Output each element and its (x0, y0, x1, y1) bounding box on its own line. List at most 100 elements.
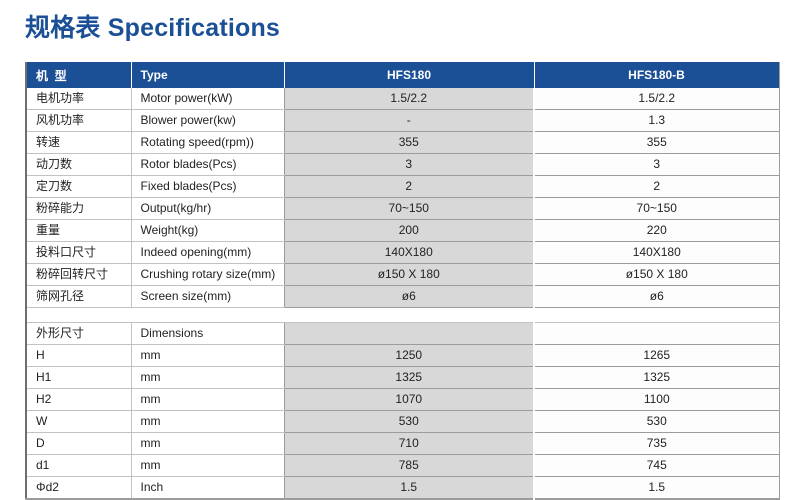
spec-label-en: Inch (131, 476, 285, 500)
value-hfs180: 140X180 (284, 241, 535, 264)
spacer-cell (26, 307, 779, 323)
value-hfs180: 1250 (284, 344, 535, 367)
spacer-row (26, 307, 779, 323)
spec-label-en: Motor power(kW) (131, 88, 285, 110)
value-hfs180: 1.5 (284, 476, 535, 500)
value-hfs180: 200 (284, 219, 535, 242)
table-row: Φd2 Inch 1.5 1.5 (26, 476, 779, 500)
table-body: 电机功率 Motor power(kW) 1.5/2.2 1.5/2.2 风机功率 Blo… (26, 88, 779, 500)
spec-label-en: Weight(kg) (131, 219, 285, 242)
value-hfs180b: 70~150 (534, 197, 779, 220)
spec-label-en: mm (131, 366, 285, 389)
column-header-hfs180: HFS180 (284, 62, 535, 88)
table-row: 转速 Rotating speed(rpm)) 355 355 (26, 131, 779, 154)
table-row: 外形尺寸 Dimensions (26, 322, 779, 345)
spec-label-en: Crushing rotary size(mm) (131, 263, 285, 286)
spec-label-cn: 重量 (26, 219, 132, 242)
table-row: d1 mm 785 745 (26, 454, 779, 477)
spec-label-cn: 外形尺寸 (26, 322, 132, 345)
spec-label-en: Dimensions (131, 322, 285, 345)
value-hfs180: 1.5/2.2 (284, 88, 535, 110)
spec-label-cn: H (26, 344, 132, 367)
value-hfs180: 2 (284, 175, 535, 198)
value-hfs180b: 355 (534, 131, 779, 154)
value-hfs180b: 1100 (534, 388, 779, 411)
table-row: 投料口尺寸 Indeed opening(mm) 140X180 140X180 (26, 241, 779, 264)
spec-label-en: Screen size(mm) (131, 285, 285, 308)
value-hfs180: - (284, 109, 535, 132)
value-hfs180: 355 (284, 131, 535, 154)
spec-label-cn: D (26, 432, 132, 455)
spec-label-cn: Φd2 (26, 476, 132, 500)
value-hfs180b: 1.5/2.2 (534, 88, 779, 110)
spec-label-cn: d1 (26, 454, 132, 477)
spec-label-en: mm (131, 388, 285, 411)
spec-label-cn: H2 (26, 388, 132, 411)
spec-label-en: mm (131, 344, 285, 367)
table-header: 机 型 Type HFS180 HFS180-B (26, 62, 779, 88)
table-row: H2 mm 1070 1100 (26, 388, 779, 411)
spec-label-cn: W (26, 410, 132, 433)
spec-label-en: mm (131, 454, 285, 477)
value-hfs180b: 2 (534, 175, 779, 198)
value-hfs180b: 1265 (534, 344, 779, 367)
spec-label-en: Rotating speed(rpm)) (131, 131, 285, 154)
spec-label-cn: 电机功率 (26, 88, 132, 110)
table-row: 重量 Weight(kg) 200 220 (26, 219, 779, 242)
spec-label-en: Output(kg/hr) (131, 197, 285, 220)
table-row: 风机功率 Blower power(kw) -1.3 (26, 109, 779, 132)
value-hfs180: 70~150 (284, 197, 535, 220)
value-hfs180: 1325 (284, 366, 535, 389)
value-hfs180b: 1.5 (534, 476, 779, 500)
table-row: 粉碎能力 Output(kg/hr) 70~150 70~150 (26, 197, 779, 220)
value-hfs180b: ø6 (534, 285, 779, 308)
value-hfs180b: 1325 (534, 366, 779, 389)
value-hfs180: ø6 (284, 285, 535, 308)
table-row: 电机功率 Motor power(kW) 1.5/2.2 1.5/2.2 (26, 88, 779, 110)
spec-label-en: Rotor blades(Pcs) (131, 153, 285, 176)
value-hfs180b: 530 (534, 410, 779, 433)
value-hfs180b: ø150 X 180 (534, 263, 779, 286)
spec-label-cn: 定刀数 (26, 175, 132, 198)
header-row: 机 型 Type HFS180 HFS180-B (26, 62, 779, 88)
value-hfs180 (284, 322, 535, 345)
table-row: 筛网孔径 Screen size(mm) ø6 ø6 (26, 285, 779, 308)
value-hfs180: 3 (284, 153, 535, 176)
spec-label-cn: 转速 (26, 131, 132, 154)
value-hfs180: 1070 (284, 388, 535, 411)
table-row: 定刀数 Fixed blades(Pcs) 2 2 (26, 175, 779, 198)
value-hfs180: 785 (284, 454, 535, 477)
spec-label-cn: 动刀数 (26, 153, 132, 176)
spec-label-cn: 粉碎回转尺寸 (26, 263, 132, 286)
table-row: H1 mm 1325 1325 (26, 366, 779, 389)
value-hfs180b: 745 (534, 454, 779, 477)
table-row: 动刀数 Rotor blades(Pcs) 3 3 (26, 153, 779, 176)
value-hfs180b (534, 322, 779, 345)
spec-label-en: Fixed blades(Pcs) (131, 175, 285, 198)
value-hfs180b: 735 (534, 432, 779, 455)
spec-label-en: mm (131, 410, 285, 433)
spec-label-cn: 投料口尺寸 (26, 241, 132, 264)
spec-label-cn: 风机功率 (26, 109, 132, 132)
spec-label-en: mm (131, 432, 285, 455)
value-hfs180: 530 (284, 410, 535, 433)
spec-label-cn: 筛网孔径 (26, 285, 132, 308)
value-hfs180: 710 (284, 432, 535, 455)
column-header-hfs180b: HFS180-B (534, 62, 779, 88)
spec-label-en: Blower power(kw) (131, 109, 285, 132)
column-header-type-cn: 机 型 (26, 62, 132, 88)
spec-label-cn: 粉碎能力 (26, 197, 132, 220)
column-header-type-en: Type (131, 62, 285, 88)
value-hfs180b: 140X180 (534, 241, 779, 264)
value-hfs180b: 220 (534, 219, 779, 242)
spec-label-en: Indeed opening(mm) (131, 241, 285, 264)
value-hfs180b: 3 (534, 153, 779, 176)
spec-label-cn: H1 (26, 366, 132, 389)
spec-table: 机 型 Type HFS180 HFS180-B 电机功率 Motor power(kW… (25, 62, 780, 500)
page-title: 规格表 Specifications (25, 14, 281, 42)
value-hfs180: ø150 X 180 (284, 263, 535, 286)
table-row: 粉碎回转尺寸 Crushing rotary size(mm) ø150 X 180… (26, 263, 779, 286)
